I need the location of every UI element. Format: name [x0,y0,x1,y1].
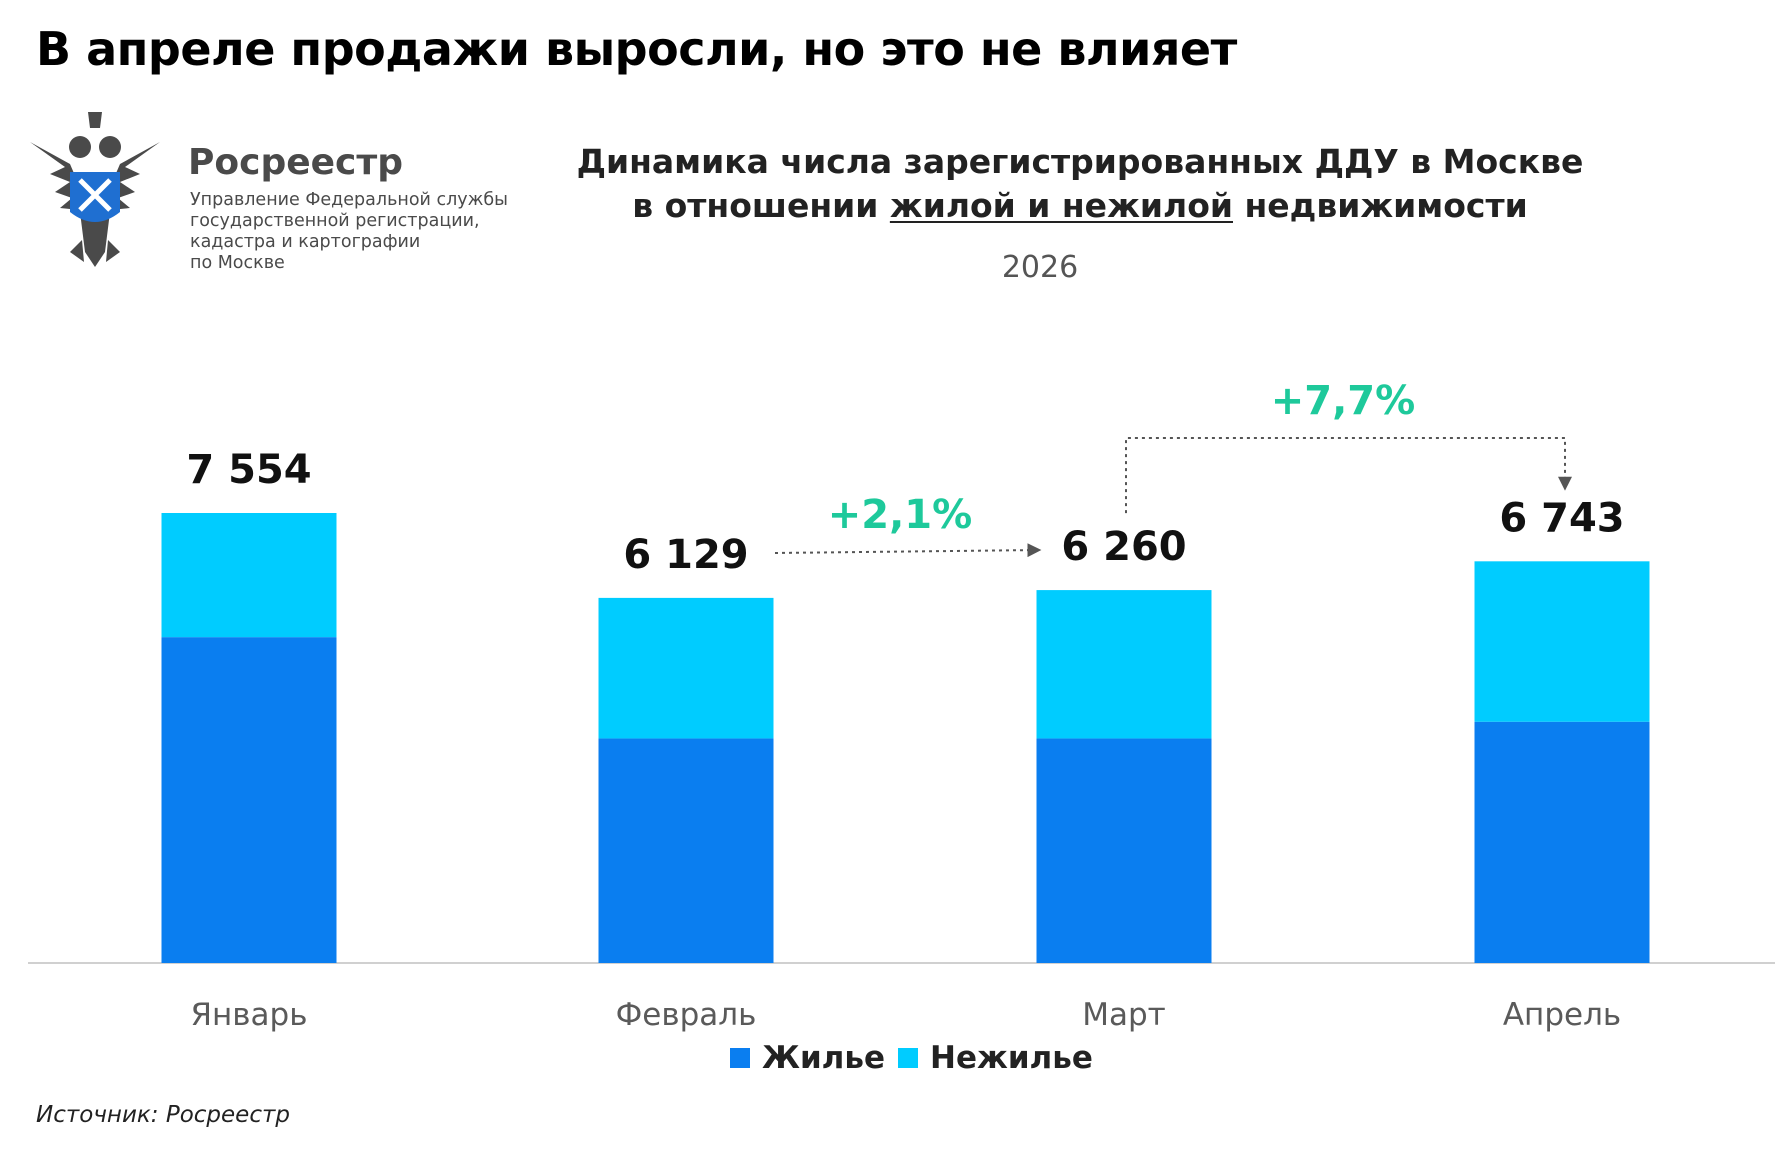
chart-title-line1: Динамика числа зарегистрированных ДДУ в … [576,142,1584,181]
x-tick-label: Март [1082,997,1165,1033]
legend-swatch-residential [730,1048,750,1068]
legend-label: Нежилье [930,1040,1093,1076]
legend-label: Жилье [762,1040,885,1076]
growth-annotation: +2,1% [828,492,972,538]
org-subtitle-line: Управление Федеральной службы [190,190,508,210]
chart-title-underlined: жилой и нежилой [889,186,1233,225]
bar-residential [1474,721,1650,963]
legend-swatch-nonresidential [898,1048,918,1068]
headline: В апреле продажи выросли, но это не влия… [36,22,1237,76]
org-subtitle-line: кадастра и картографии [190,232,421,252]
org-name: Росреестр [188,142,404,183]
bar-total-label: 7 554 [186,447,311,493]
chart-title-line2: в отношении жилой и нежилой недвижимости [560,184,1600,228]
growth-annotation: +7,7% [1271,378,1415,424]
org-subtitle: Управление Федеральной службы государств… [190,190,508,274]
chart-subtitle: 2026 [1001,250,1079,285]
bar-residential [598,738,774,963]
chart-title-part: в отношении [632,186,890,225]
org-subtitle-line: по Москве [190,253,285,273]
bar-residential [1036,738,1212,963]
x-tick-label: Апрель [1503,997,1621,1033]
bar-total-label: 6 129 [623,532,748,578]
x-tick-label: Январь [190,997,307,1033]
bar-nonresidential [1474,561,1650,722]
bar-total-label: 6 260 [1061,524,1186,570]
bar-residential [161,637,337,963]
org-subtitle-line: государственной регистрации, [190,211,480,231]
growth-arrow [774,543,1042,558]
chart-title-part: недвижимости [1233,186,1528,225]
bar-total-label: 6 743 [1499,495,1624,541]
bar-nonresidential [161,513,337,638]
source-note: Источник: Росреестр [36,1102,290,1128]
chart-title: Динамика числа зарегистрированных ДДУ в … [560,140,1600,228]
x-tick-label: Февраль [616,997,757,1033]
bar-nonresidential [1036,590,1212,739]
double-headed-eagle-emblem-icon [30,112,160,267]
growth-bracket-arrow [1125,437,1572,514]
bar-nonresidential [598,597,774,739]
